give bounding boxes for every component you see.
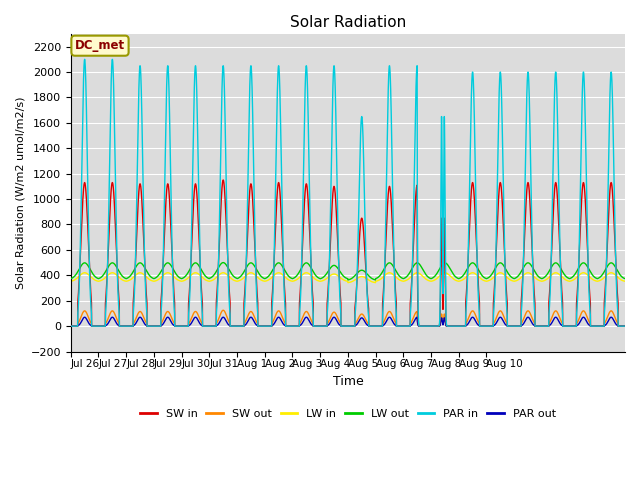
Text: DC_met: DC_met	[75, 39, 125, 52]
Title: Solar Radiation: Solar Radiation	[290, 15, 406, 30]
Y-axis label: Solar Radiation (W/m2 umol/m2/s): Solar Radiation (W/m2 umol/m2/s)	[15, 96, 25, 289]
X-axis label: Time: Time	[333, 375, 364, 388]
Legend: SW in, SW out, LW in, LW out, PAR in, PAR out: SW in, SW out, LW in, LW out, PAR in, PA…	[136, 405, 560, 423]
